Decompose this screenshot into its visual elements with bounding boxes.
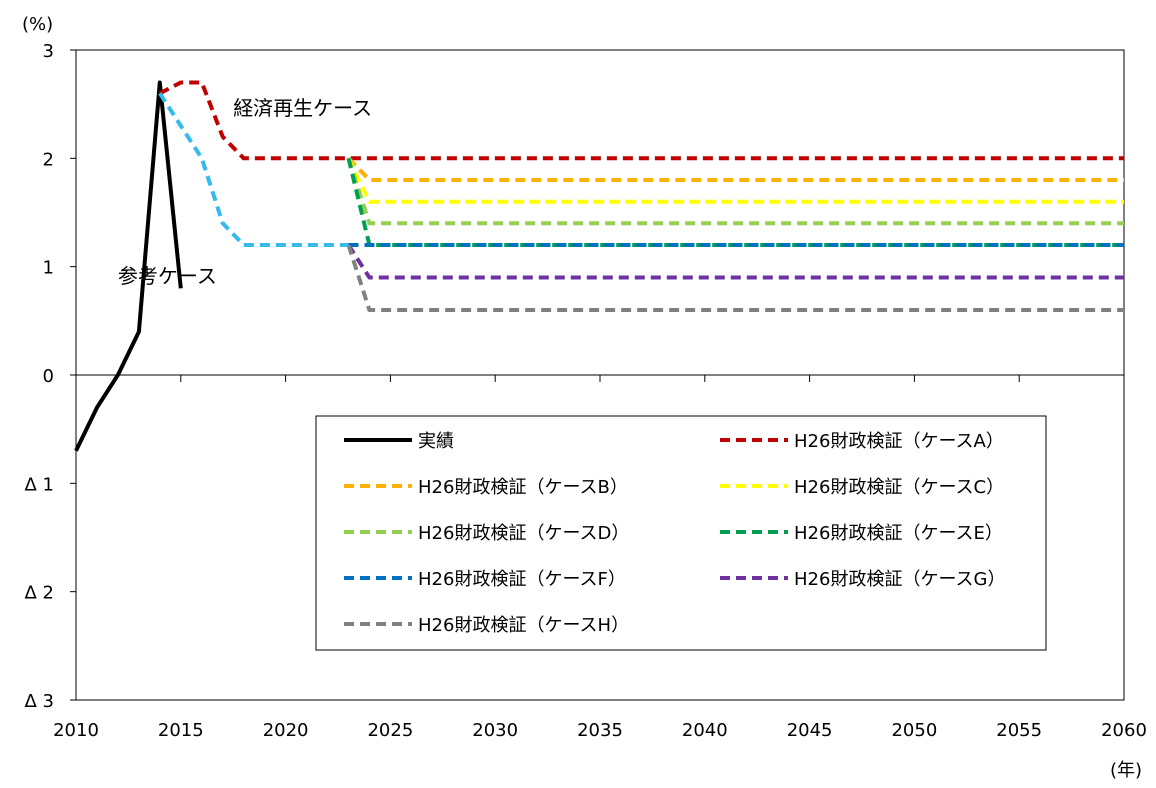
series-line-3	[349, 158, 1125, 180]
x-tick-label: 2055	[996, 720, 1042, 741]
series-line-5	[349, 158, 1125, 223]
x-tick-label: 2045	[787, 720, 833, 741]
legend-label: H26財政検証（ケースF）	[418, 569, 626, 590]
series-line-8	[349, 245, 1125, 278]
x-tick-label: 2020	[263, 720, 309, 741]
legend-label: H26財政検証（ケースD）	[418, 523, 629, 544]
series-group	[76, 82, 1124, 451]
y-tick-label: 1	[43, 258, 54, 279]
y-tick-label: 3	[43, 41, 54, 62]
y-tick-label: Δ 1	[25, 474, 55, 495]
x-tick-label: 2025	[367, 720, 413, 741]
series-line-6	[349, 158, 1125, 245]
y-tick-label: 2	[43, 149, 54, 170]
legend-label: 実績	[418, 431, 454, 452]
legend-label: H26財政検証（ケースG）	[794, 569, 1006, 590]
y-unit-label: (%)	[22, 14, 53, 35]
annotation-label: 経済再生ケース	[233, 96, 372, 120]
x-tick-label: 2060	[1101, 720, 1147, 741]
x-tick-label: 2015	[158, 720, 204, 741]
legend: 実績 H26財政検証（ケースA） H26財政検証（ケースB） H26財政検証（ケースC…	[316, 416, 1046, 650]
y-tick-label: 0	[43, 366, 54, 387]
y-tick-label: Δ 3	[25, 691, 55, 712]
legend-label: H26財政検証（ケースE）	[794, 523, 1003, 544]
x-tick-label: 2040	[682, 720, 728, 741]
legend-label: H26財政検証（ケースH）	[418, 615, 629, 636]
series-line-4	[349, 158, 1125, 201]
axes-group: 2010 2015 2020 2025 2030 2035 2040 2045 2050 2055…	[22, 14, 1147, 781]
x-tick-label: 2035	[577, 720, 623, 741]
series-line-2	[160, 83, 1124, 159]
x-tick-label: 2030	[472, 720, 518, 741]
legend-label: H26財政検証（ケースA）	[794, 431, 1004, 452]
x-tick-label: 2010	[53, 720, 99, 741]
legend-label: H26財政検証（ケースB）	[418, 477, 628, 498]
y-tick-label: Δ 2	[25, 583, 55, 604]
legend-label: H26財政検証（ケースC）	[794, 477, 1004, 498]
x-unit-label: (年)	[1110, 760, 1142, 781]
annotation-label: 参考ケース	[118, 264, 217, 288]
x-tick-label: 2050	[891, 720, 937, 741]
